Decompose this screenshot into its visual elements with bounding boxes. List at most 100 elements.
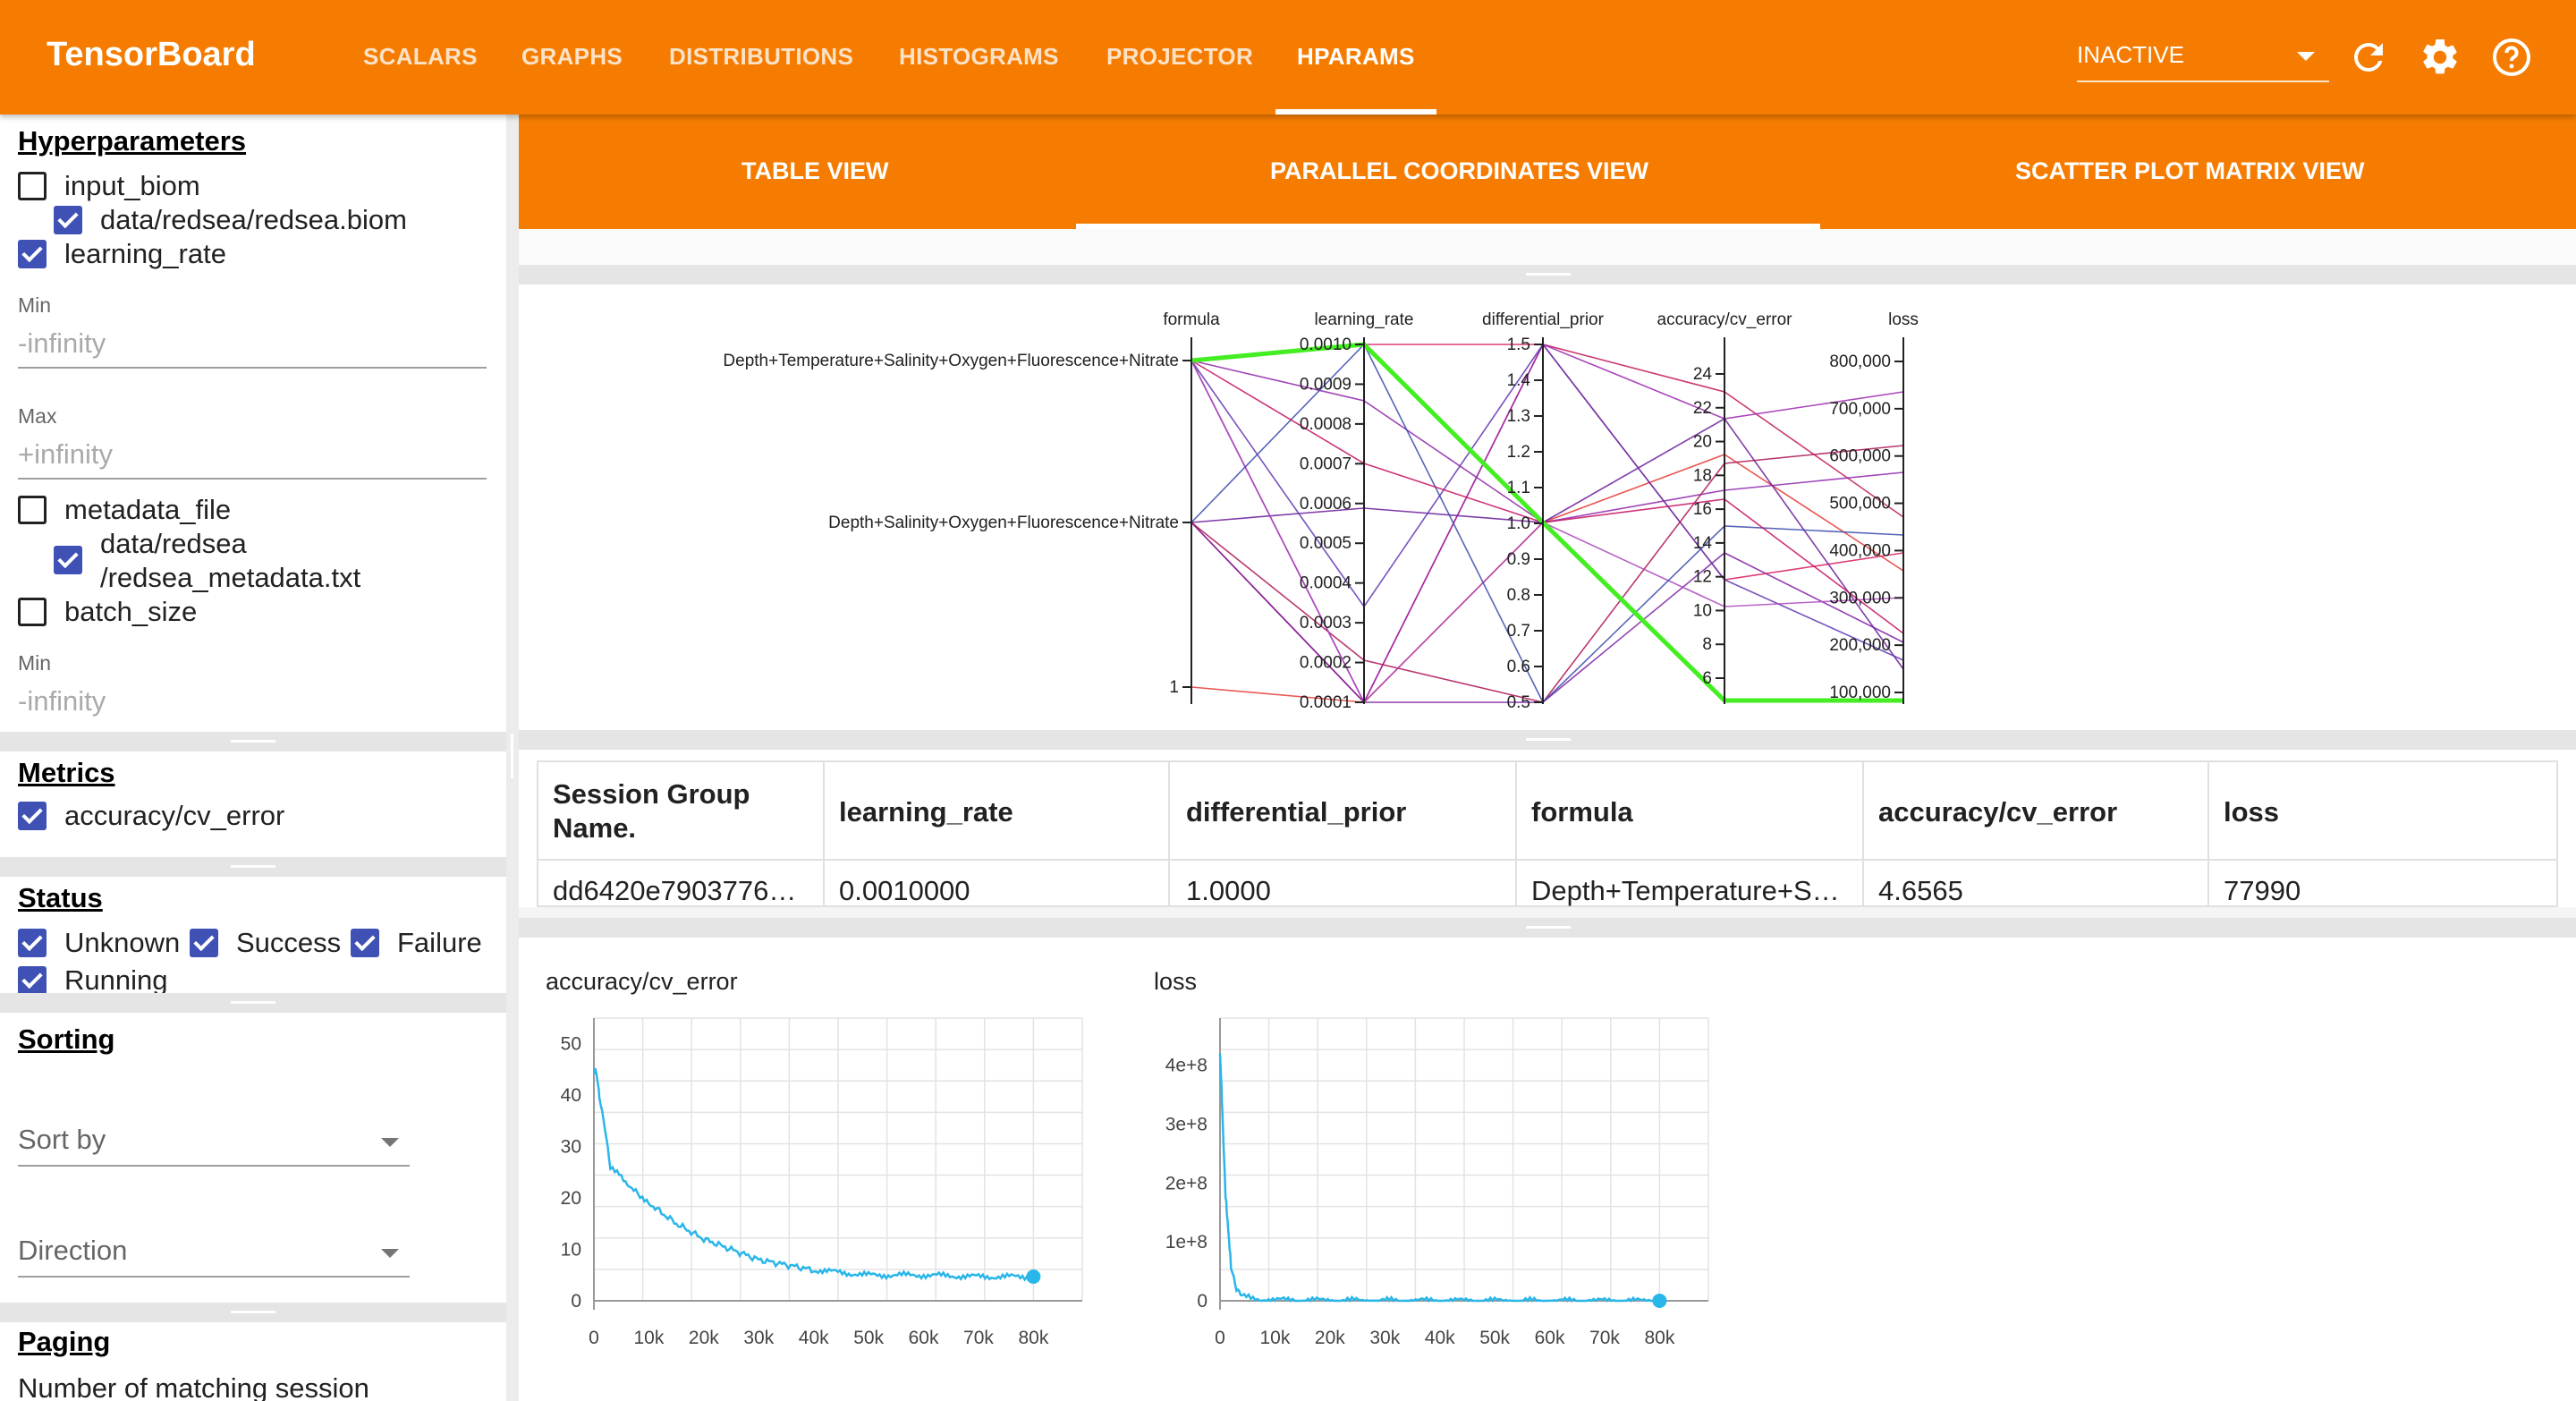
active-view-indicator xyxy=(1076,224,1820,229)
tab-graphs[interactable]: GRAPHS xyxy=(521,43,623,70)
checkbox-learning-rate[interactable] xyxy=(18,240,47,268)
paging-text: Number of matching session xyxy=(18,1372,369,1401)
cell-learning-rate: 0.0010000 xyxy=(839,875,970,906)
run-line xyxy=(1191,445,1904,703)
status-label: Running xyxy=(64,964,168,993)
run-selector-dropdown[interactable] xyxy=(2077,36,2329,82)
axis-tick-label: 12 xyxy=(1693,568,1712,587)
column-header-accuracy[interactable]: accuracy/cv_error xyxy=(1878,796,2118,828)
run-line xyxy=(1191,360,1904,634)
panel-resize-handle[interactable] xyxy=(519,265,2576,284)
y-tick-label: 0 xyxy=(571,1291,581,1312)
axis-tick-label: 1.2 xyxy=(1507,443,1530,462)
parallel-coordinates-plot[interactable]: formula learning_rate differential_prior ac… xyxy=(519,284,2576,730)
gear-icon[interactable] xyxy=(2419,36,2462,79)
sorting-title: Sorting xyxy=(18,1023,115,1055)
lr-max-input[interactable]: +infinity xyxy=(18,438,113,470)
hparam-label: input_biom xyxy=(64,170,200,201)
panel-resize-handle[interactable] xyxy=(519,918,2576,938)
checkbox-input-biom-value[interactable] xyxy=(54,206,82,234)
checkbox-metadata-value[interactable] xyxy=(54,546,82,574)
axis-tick-label: 1.0 xyxy=(1507,514,1530,533)
x-tick-label: 40k xyxy=(1425,1328,1455,1348)
bs-min-input[interactable]: -infinity xyxy=(18,685,106,717)
top-app-bar xyxy=(0,0,2576,115)
status-section: Status Unknown Success Failure Running xyxy=(0,877,506,993)
section-resize-handle[interactable] xyxy=(0,732,506,751)
axis-tick-label: 0.8 xyxy=(1507,586,1530,605)
column-divider xyxy=(1862,760,1864,907)
column-divider xyxy=(1515,760,1517,907)
accuracy-line-chart[interactable]: 0 10k 20k 30k 40k 50k 60k 70k 80k 0 10 20 30 40 50 xyxy=(519,1002,1145,1396)
session-table xyxy=(537,760,2558,907)
tab-parallel-coordinates-view[interactable]: PARALLEL COORDINATES VIEW xyxy=(1270,157,1649,184)
max-label: Max xyxy=(18,404,57,428)
axis-tick-label: 22 xyxy=(1693,399,1712,418)
axis-tick-label: 1.5 xyxy=(1507,335,1530,354)
tab-projector[interactable]: PROJECTOR xyxy=(1106,43,1254,70)
metric-label: accuracy/cv_error xyxy=(64,800,285,831)
axis-tick-label: 14 xyxy=(1693,534,1713,553)
axis-title: formula xyxy=(1163,310,1220,329)
axis-title: differential_prior xyxy=(1482,310,1605,329)
tab-table-view[interactable]: TABLE VIEW xyxy=(741,157,889,184)
column-header-session-group[interactable]: Session Group xyxy=(553,778,750,810)
checkbox-batch-size[interactable] xyxy=(18,598,47,626)
status-label: Failure xyxy=(397,927,482,958)
axis-tick-label: 20 xyxy=(1693,433,1712,452)
panel-resize-handle[interactable] xyxy=(519,730,2576,750)
x-tick-label: 20k xyxy=(1315,1328,1345,1348)
hparam-label: learning_rate xyxy=(64,238,226,269)
checkbox-status-success[interactable] xyxy=(190,929,218,957)
cell-session-name[interactable]: dd6420e7903776… xyxy=(553,875,797,906)
tab-scatter-plot-matrix-view[interactable]: SCATTER PLOT MATRIX VIEW xyxy=(2015,157,2365,184)
column-header-learning-rate[interactable]: learning_rate xyxy=(839,796,1013,828)
run-line xyxy=(1191,343,1904,661)
input-underline xyxy=(18,1165,410,1167)
hparam-label: batch_size xyxy=(64,596,198,627)
sort-by-select[interactable]: Sort by xyxy=(18,1124,106,1155)
checkbox-accuracy-cv-error[interactable] xyxy=(18,802,47,830)
column-header-loss[interactable]: loss xyxy=(2224,796,2280,828)
direction-select[interactable]: Direction xyxy=(18,1235,128,1266)
x-tick-label: 70k xyxy=(963,1328,994,1348)
axis-tick-label: 0.5 xyxy=(1507,693,1530,712)
status-label: Unknown xyxy=(64,927,181,958)
min-label: Min xyxy=(18,293,52,317)
chart-title-accuracy: accuracy/cv_error xyxy=(546,968,738,995)
chevron-down-icon xyxy=(381,1138,399,1147)
checkbox-status-running[interactable] xyxy=(18,966,47,993)
section-resize-handle[interactable] xyxy=(0,857,506,877)
axis-tick-label: 1 xyxy=(1169,678,1179,697)
status-title: Status xyxy=(18,882,103,913)
help-icon[interactable] xyxy=(2490,36,2533,79)
loss-line-chart[interactable]: 0 10k 20k 30k 40k 50k 60k 70k 80k 0 1e+8 2e+8 3e+8 4e… xyxy=(1145,1002,1771,1396)
tab-histograms[interactable]: HISTOGRAMS xyxy=(899,43,1059,70)
y-tick-label: 3e+8 xyxy=(1165,1115,1208,1135)
refresh-icon[interactable] xyxy=(2347,36,2390,79)
chart-title-loss: loss xyxy=(1154,968,1198,995)
column-header-session-name: Name. xyxy=(553,812,637,844)
column-header-differential-prior[interactable]: differential_prior xyxy=(1186,796,1407,828)
axis-tick-label: 1.3 xyxy=(1507,407,1530,426)
checkbox-status-unknown[interactable] xyxy=(18,929,47,957)
y-tick-label: 0 xyxy=(1197,1291,1208,1312)
axis-tick-label: 0.0007 xyxy=(1300,454,1352,473)
checkbox-input-biom[interactable] xyxy=(18,172,47,200)
section-resize-handle[interactable] xyxy=(0,993,506,1013)
resize-grip xyxy=(511,734,513,778)
run-line xyxy=(1191,343,1904,704)
section-resize-handle[interactable] xyxy=(0,1303,506,1322)
lr-min-input[interactable]: -infinity xyxy=(18,327,106,359)
checkbox-metadata-file[interactable] xyxy=(18,496,47,524)
tab-scalars[interactable]: SCALARS xyxy=(363,43,478,70)
axis-tick-label: 0.0008 xyxy=(1300,415,1352,434)
column-header-formula[interactable]: formula xyxy=(1531,796,1633,828)
tab-distributions[interactable]: DISTRIBUTIONS xyxy=(669,43,854,70)
series-end-point xyxy=(1026,1269,1041,1284)
tab-hparams[interactable]: HPARAMS xyxy=(1297,43,1415,70)
checkbox-status-failure[interactable] xyxy=(351,929,379,957)
x-tick-label: 60k xyxy=(1535,1328,1565,1348)
axis-tick-label: 10 xyxy=(1693,601,1712,620)
chevron-down-icon xyxy=(381,1249,399,1258)
